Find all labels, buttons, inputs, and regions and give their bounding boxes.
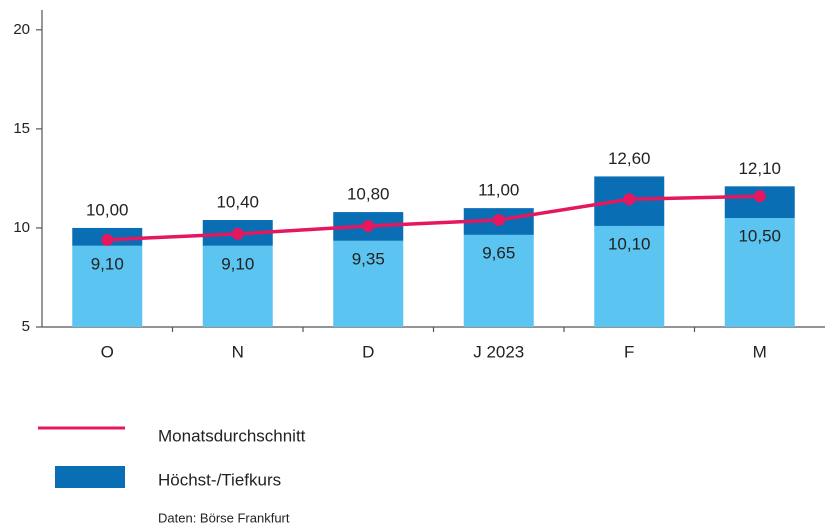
high-label: 12,60 <box>608 149 651 168</box>
high-label: 12,10 <box>738 159 781 178</box>
y-tick-label: 20 <box>13 21 30 38</box>
low-label: 9,65 <box>482 243 515 262</box>
average-point <box>231 227 244 240</box>
y-tick-label: 15 <box>13 120 30 137</box>
low-bar <box>202 245 273 327</box>
high-label: 10,00 <box>86 200 129 219</box>
legend-swatch <box>55 466 125 488</box>
x-tick-label: D <box>362 342 374 361</box>
legend-label: Höchst-/Tiefkurs <box>158 470 281 489</box>
low-bar <box>333 240 404 327</box>
x-tick-label: O <box>101 342 114 361</box>
low-label: 9,10 <box>221 254 254 273</box>
low-label: 10,10 <box>608 234 651 253</box>
low-label: 9,10 <box>91 254 124 273</box>
high-label: 11,00 <box>478 181 519 200</box>
high-label: 10,40 <box>216 192 259 211</box>
average-point <box>101 233 114 246</box>
x-tick-label: M <box>753 342 767 361</box>
average-line <box>107 194 760 242</box>
source: Daten: Börse Frankfurt <box>158 510 290 525</box>
y-tick-label: 5 <box>22 318 30 335</box>
x-tick-label: F <box>624 342 634 361</box>
low-bar <box>594 225 665 327</box>
average-point <box>623 193 636 206</box>
low-bar <box>72 245 143 327</box>
y-tick-label: 10 <box>13 219 30 236</box>
x-tick-label: J 2023 <box>473 342 524 361</box>
low-bar <box>463 234 534 327</box>
low-label: 9,35 <box>352 249 385 268</box>
average-point <box>362 219 375 232</box>
legend-label: Monatsdurchschnitt <box>158 426 306 445</box>
x-tick-label: N <box>232 342 244 361</box>
low-bar <box>724 218 795 327</box>
low-label: 10,50 <box>738 227 781 246</box>
average-point <box>492 214 505 227</box>
average-point <box>753 190 766 203</box>
high-label: 10,80 <box>347 185 390 204</box>
